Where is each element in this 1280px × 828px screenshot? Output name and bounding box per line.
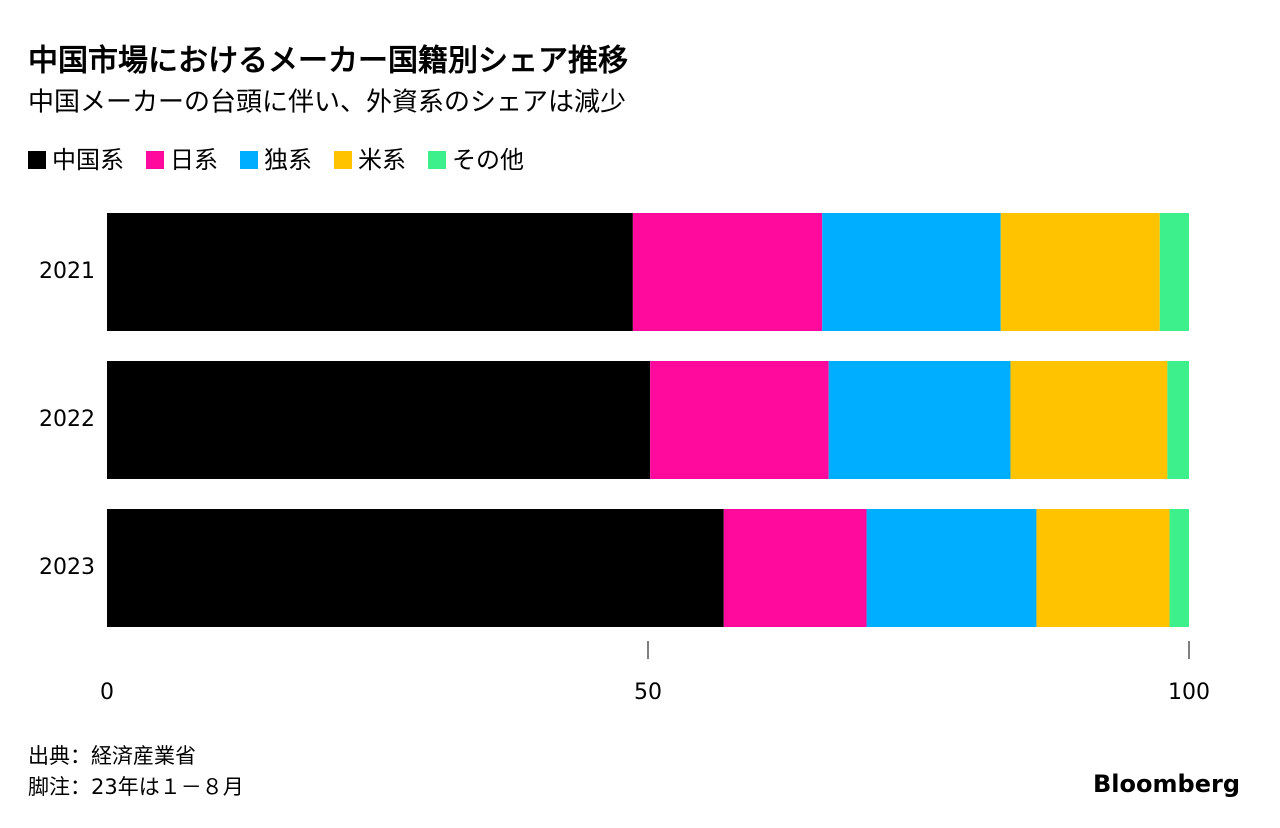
bar-segment xyxy=(723,509,867,627)
brand: Bloomberg xyxy=(1093,770,1240,798)
legend-swatch xyxy=(334,151,352,169)
bar-segment xyxy=(1159,213,1189,331)
legend-swatch xyxy=(428,151,446,169)
bar-segment xyxy=(828,361,1011,479)
legend-label: その他 xyxy=(452,146,524,174)
legend-swatch xyxy=(28,151,46,169)
legend-label: 独系 xyxy=(264,146,312,174)
y-tick-label: 2022 xyxy=(39,407,95,432)
legend-label: 米系 xyxy=(358,146,406,174)
bar-segment xyxy=(1169,509,1189,627)
bar-segment xyxy=(632,213,823,331)
legend-label: 日系 xyxy=(170,146,218,174)
chart-subtitle: 中国メーカーの台頭に伴い、外資系のシェアは減少 xyxy=(28,88,626,118)
x-tick-label: 0 xyxy=(100,680,114,705)
bar-segment xyxy=(650,361,829,479)
x-tick-label: 50 xyxy=(634,680,662,705)
legend-label: 中国系 xyxy=(52,146,124,174)
y-tick-label: 2021 xyxy=(39,259,95,284)
bar-segment xyxy=(1167,361,1189,479)
bar-segment xyxy=(107,361,651,479)
bar-segment xyxy=(1036,509,1170,627)
bar-segment xyxy=(866,509,1037,627)
legend-swatch xyxy=(146,151,164,169)
note: 脚注：23年は１－８月 xyxy=(28,775,244,799)
source: 出典：経済産業省 xyxy=(28,744,196,768)
legend-swatch xyxy=(240,151,258,169)
bar-segment xyxy=(107,213,633,331)
bar-segment xyxy=(107,509,724,627)
chart-title: 中国市場におけるメーカー国籍別シェア推移 xyxy=(28,44,628,79)
bar-segment xyxy=(1010,361,1168,479)
bar-segment xyxy=(1000,213,1160,331)
bar-segment xyxy=(822,213,1001,331)
x-tick-label: 100 xyxy=(1168,680,1210,705)
y-tick-label: 2023 xyxy=(39,555,95,580)
